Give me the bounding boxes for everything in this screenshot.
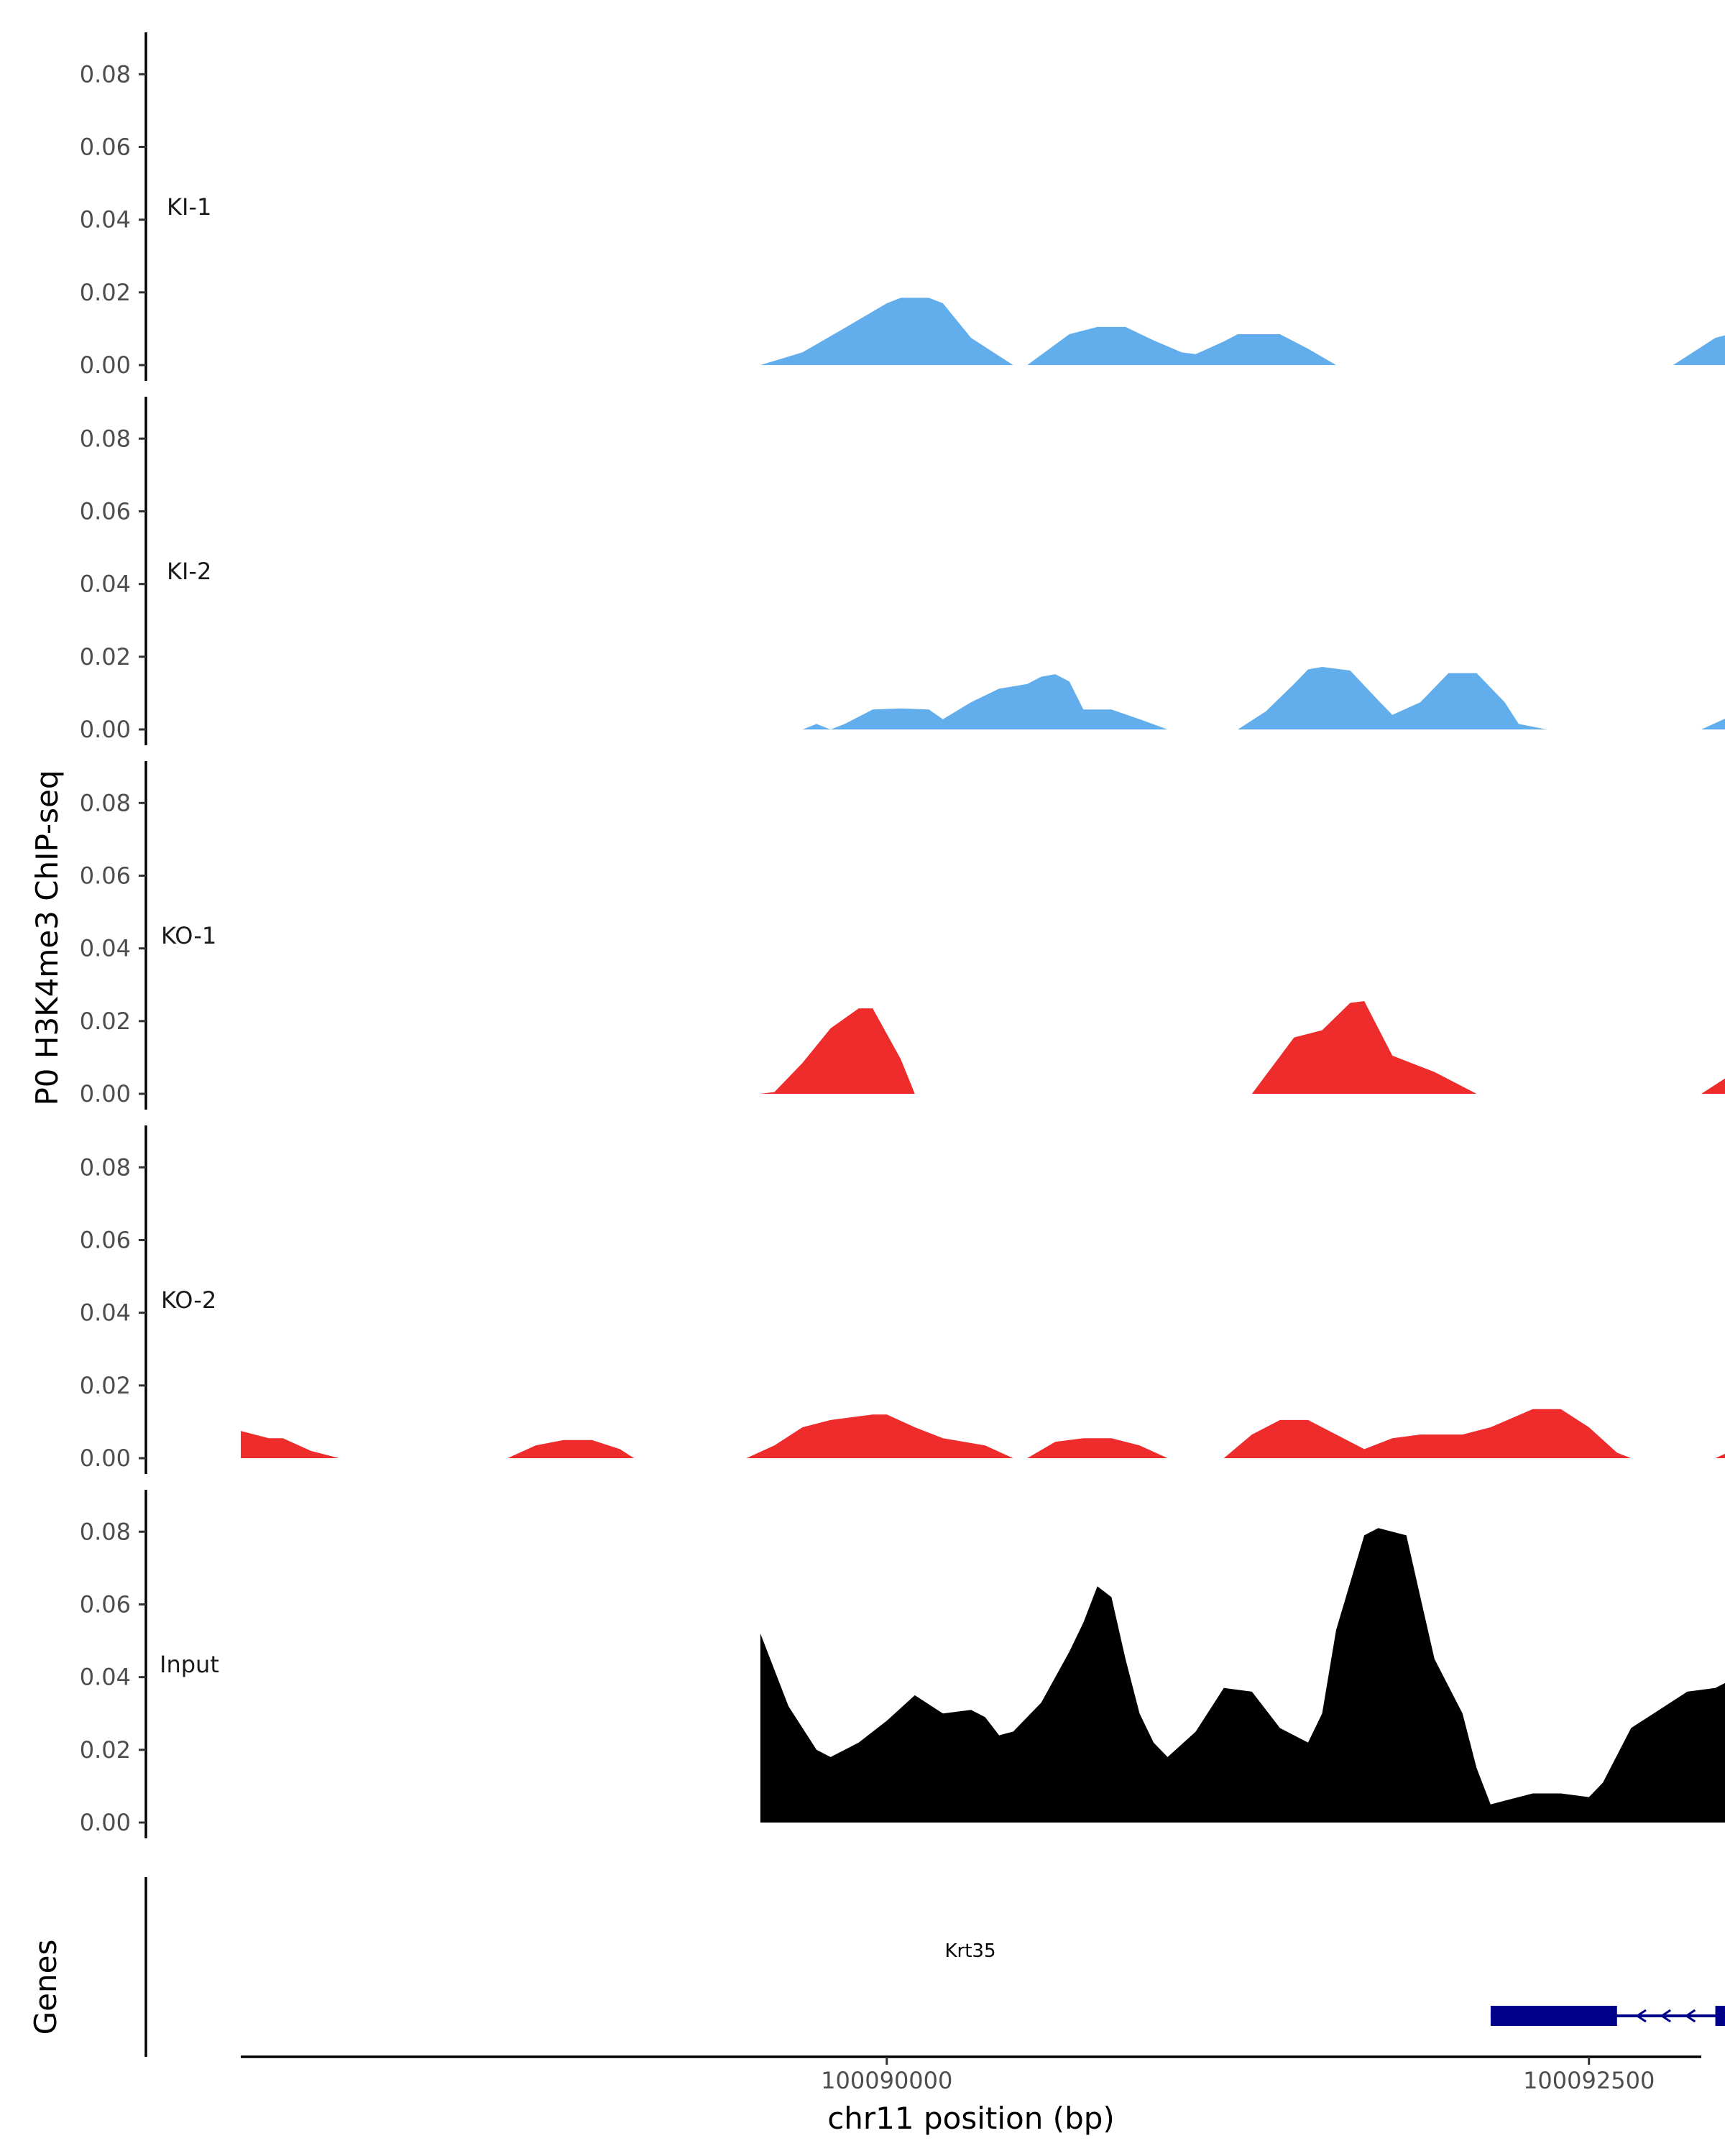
y-tick-label: 0.08 — [80, 1518, 131, 1545]
y-tick-label: 0.00 — [80, 351, 131, 379]
y-tick-label: 0.02 — [80, 279, 131, 306]
area-ki-1 — [760, 298, 1725, 365]
gene-exon — [1490, 2006, 1617, 2026]
y-tick-label: 0.06 — [80, 133, 131, 160]
y-tick-label: 0.02 — [80, 1372, 131, 1399]
y-tick-label: 0.02 — [80, 643, 131, 671]
y-tick-label: 0.04 — [80, 935, 131, 962]
x-tick-label: 100092500 — [1523, 2067, 1655, 2094]
x-tick-label: 100090000 — [821, 2067, 952, 2094]
y-tick-label: 0.00 — [80, 1445, 131, 1472]
gene-track-title: Genes — [28, 1940, 63, 2035]
area-ko-2 — [241, 1409, 1725, 1458]
area-ki-2 — [802, 667, 1725, 729]
y-tick-label: 0.06 — [80, 497, 131, 525]
y-tick-label: 0.04 — [80, 1664, 131, 1691]
panel-ko-1: 0.00 0.02 0.04 0.06 0.08 KO-1 — [80, 761, 1725, 1110]
y-tick-label: 0.06 — [80, 862, 131, 889]
y-tick-label: 0.00 — [80, 1080, 131, 1107]
gene-label: Krt35 — [944, 1940, 995, 1962]
track-label: Input — [160, 1651, 219, 1678]
gene-panel: Genes Krt35 — [28, 1877, 1725, 2057]
strand-arrow — [1660, 2009, 1671, 2023]
y-tick-label: 0.06 — [80, 1590, 131, 1618]
area-input — [760, 1528, 1725, 1823]
track-label: KO-2 — [161, 1286, 216, 1314]
strand-arrow — [1684, 2009, 1696, 2023]
strand-arrow — [1635, 2009, 1647, 2023]
y-tick-label: 0.08 — [80, 60, 131, 88]
track-label: KI-1 — [167, 193, 211, 221]
y-tick-label: 0.08 — [80, 1153, 131, 1181]
panel-ko-2: 0.00 0.02 0.04 0.06 0.08 KO-2 — [80, 1125, 1725, 1474]
y-axis-title: P0 H3K4me3 ChIP-seq — [29, 770, 65, 1105]
y-tick-label: 0.04 — [80, 1299, 131, 1327]
y-tick-label: 0.00 — [80, 1809, 131, 1836]
panel-ki-2: 0.00 0.02 0.04 0.06 0.08 KI-2 — [80, 397, 1725, 745]
panel-input: 0.00 0.02 0.04 0.06 0.08 Input — [80, 1490, 1725, 1838]
y-tick-label: 0.04 — [80, 571, 131, 598]
gene-model — [1490, 2006, 1725, 2026]
y-tick-label: 0.08 — [80, 425, 131, 452]
track-label: KO-1 — [161, 922, 216, 949]
y-tick-label: 0.06 — [80, 1226, 131, 1253]
area-ko-1 — [760, 1001, 1725, 1094]
y-tick-label: 0.00 — [80, 716, 131, 743]
x-axis: 100090000100092500100095000100097500 chr… — [241, 2055, 1701, 2136]
y-tick-label: 0.04 — [80, 206, 131, 234]
x-axis-title: chr11 position (bp) — [827, 2101, 1115, 2136]
panel-ki-1: 0.00 0.02 0.04 0.06 0.08 KI-1 — [80, 32, 1725, 381]
y-tick-label: 0.02 — [80, 1736, 131, 1764]
track-label: KI-2 — [167, 558, 211, 585]
y-tick-label: 0.08 — [80, 789, 131, 816]
gene-exon — [1715, 2006, 1725, 2026]
y-tick-label: 0.02 — [80, 1008, 131, 1035]
